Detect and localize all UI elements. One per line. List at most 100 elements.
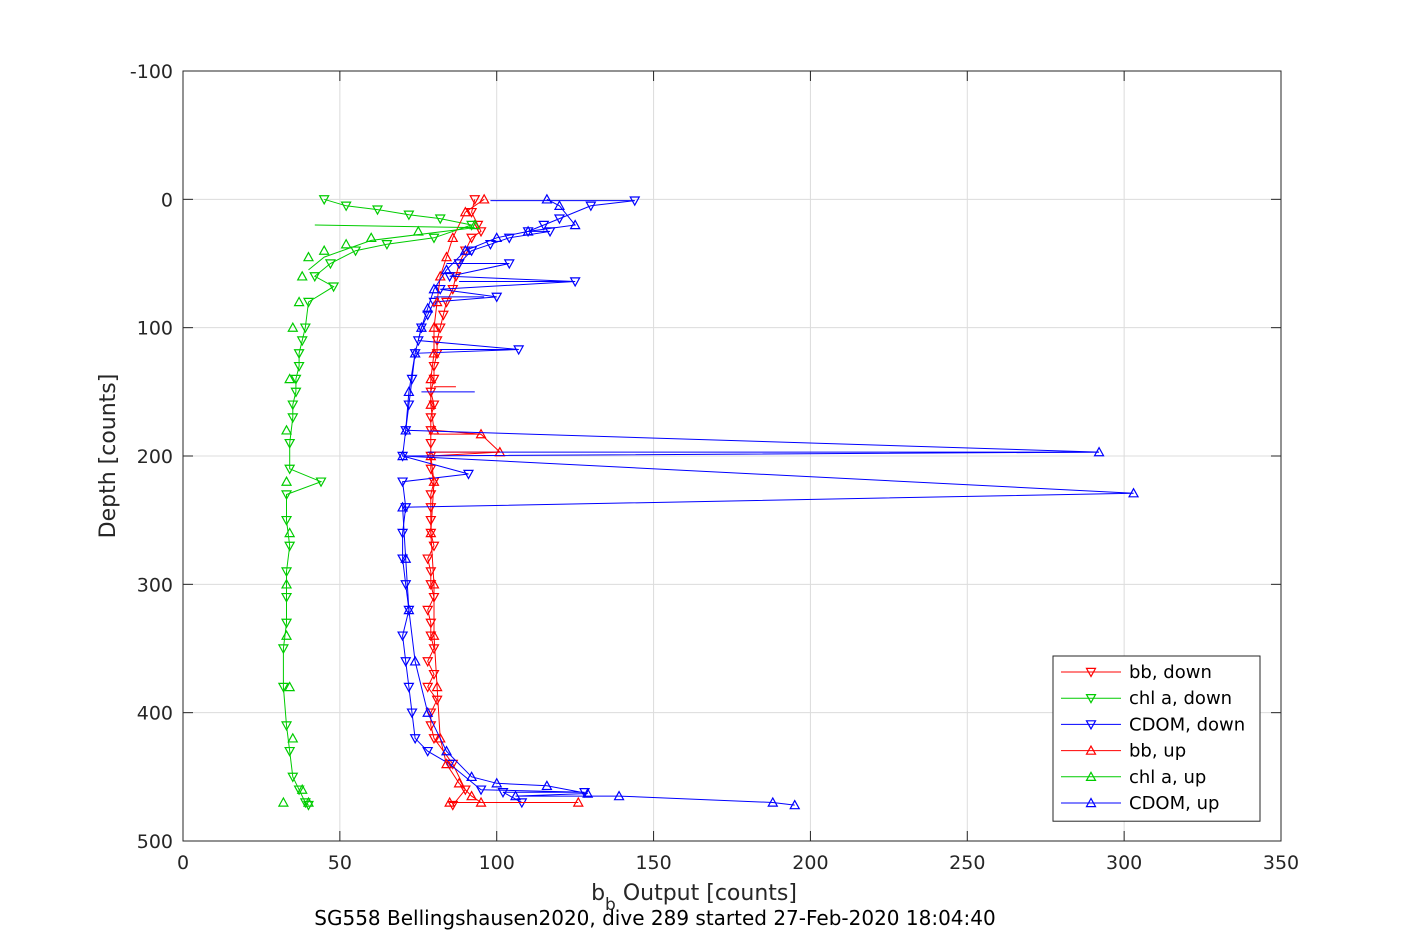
plot-caption: SG558 Bellingshausen2020, dive 289 start…	[314, 906, 995, 930]
x-tick-label: 100	[479, 852, 515, 874]
data-point-chl-a-up	[284, 373, 296, 384]
data-point-cdom-down	[466, 246, 478, 257]
data-point-bb-down	[437, 310, 449, 321]
data-point-bb-down	[425, 464, 437, 475]
data-point-bb-up	[459, 206, 471, 217]
data-point-bb-down	[431, 695, 443, 706]
data-point-cdom-up	[415, 321, 427, 332]
data-point-cdom-up	[428, 283, 440, 294]
data-point-chl-a-up	[287, 732, 299, 743]
data-point-bb-down	[475, 227, 487, 238]
y-tick-label: 400	[137, 703, 173, 725]
data-point-cdom-up	[522, 225, 534, 236]
data-point-cdom-down	[403, 682, 415, 693]
axis-ticks: 0 50 100 150 200 250 300 350 -100 0 100 200 300 400 50…	[130, 61, 1299, 874]
data-point-chl-a-down	[466, 220, 478, 231]
data-point-chl-a-up	[340, 238, 352, 249]
x-tick-label: 150	[635, 852, 671, 874]
data-point-chl-a-down	[299, 798, 311, 809]
data-point-cdom-down	[406, 708, 418, 719]
data-point-cdom-down	[434, 284, 446, 295]
data-point-cdom-up	[1128, 487, 1140, 498]
data-point-bb-up	[428, 321, 440, 332]
data-point-chl-a-down	[371, 205, 384, 216]
data-point-bb-up	[478, 193, 490, 204]
x-axis-label-b: b	[591, 881, 605, 906]
data-point-cdom-down	[538, 220, 550, 231]
data-point-cdom-down	[400, 503, 412, 514]
data-point-bb-up	[434, 732, 446, 743]
data-point-cdom-down	[403, 400, 415, 411]
data-point-cdom-up	[400, 552, 412, 563]
data-point-chl-a-up	[302, 251, 315, 262]
data-point-cdom-up	[466, 771, 478, 782]
data-point-cdom-up	[491, 777, 503, 788]
data-point-chl-a-down	[290, 387, 302, 398]
data-point-bb-down	[422, 554, 434, 565]
data-point-chl-a-up	[318, 244, 330, 255]
data-point-bb-up	[441, 758, 453, 769]
data-point-chl-a-up	[296, 783, 308, 794]
data-point-chl-a-down	[318, 195, 330, 206]
x-tick-label: 0	[177, 852, 189, 874]
data-point-chl-a-down	[281, 721, 293, 732]
data-point-chl-a-down	[315, 477, 327, 488]
data-point-bb-down	[425, 438, 437, 449]
data-point-chl-a-down	[281, 567, 293, 578]
data-point-cdom-down	[462, 469, 474, 480]
data-point-bb-down	[469, 195, 481, 206]
data-point-cdom-up	[397, 450, 409, 461]
y-tick-label: 100	[137, 318, 173, 340]
legend-box	[1052, 655, 1261, 822]
series-line-cdom-down	[402, 200, 635, 803]
y-tick-label: 300	[137, 574, 173, 596]
x-axis-label-rest: Output [counts]	[616, 881, 797, 906]
data-point-chl-a-down	[324, 259, 336, 270]
data-point-chl-a-down	[287, 772, 299, 783]
series-bb-down	[422, 195, 487, 811]
data-point-cdom-down	[491, 292, 503, 303]
data-point-chl-a-down	[284, 464, 296, 475]
data-point-chl-a-up	[281, 629, 293, 640]
data-point-cdom-up	[422, 706, 434, 717]
data-point-cdom-down	[397, 477, 409, 488]
x-tick-label: 250	[949, 852, 985, 874]
data-point-cdom-down	[544, 227, 556, 238]
data-point-bb-down	[472, 220, 484, 231]
data-point-chl-a-up	[281, 475, 293, 486]
data-point-bb-down	[466, 207, 478, 218]
data-point-cdom-up	[400, 424, 412, 435]
data-point-cdom-down	[409, 734, 421, 745]
data-point-bb-up	[453, 777, 465, 788]
x-tick-label: 350	[1263, 852, 1299, 874]
data-point-bb-down	[425, 708, 437, 719]
data-point-chl-a-up	[302, 796, 315, 807]
legend: bb, down chl a, down CDOM, down bb, up chl a…	[1052, 655, 1261, 822]
y-tick-label: 500	[137, 831, 173, 853]
data-point-chl-a-down	[287, 400, 299, 411]
data-point-cdom-down	[412, 336, 424, 347]
legend-marker	[1085, 720, 1097, 731]
data-point-chl-a-down	[277, 644, 289, 655]
data-point-bb-down	[441, 297, 453, 308]
data-point-chl-a-up	[296, 270, 308, 281]
data-point-bb-down	[422, 682, 434, 693]
data-point-cdom-down	[428, 297, 440, 308]
data-point-chl-a-up	[284, 681, 296, 692]
legend-marker	[1085, 797, 1097, 808]
x-tick-label: 300	[1106, 852, 1142, 874]
data-point-bb-down	[425, 503, 437, 514]
data-point-chl-a-down	[302, 297, 315, 308]
data-point-chl-a-down	[350, 246, 362, 257]
legend-label: CDOM, down	[1129, 714, 1245, 735]
data-point-cdom-up	[459, 244, 471, 255]
data-point-chl-a-up	[281, 424, 293, 435]
data-point-bb-down	[422, 657, 434, 668]
legend-label: bb, up	[1129, 741, 1186, 762]
data-point-chl-a-up	[287, 321, 299, 332]
data-point-chl-a-down	[299, 323, 311, 334]
data-point-chl-a-down	[293, 785, 305, 796]
y-tick-label: 200	[137, 446, 173, 468]
data-point-chl-a-down	[428, 233, 440, 244]
data-point-bb-up	[475, 796, 487, 807]
